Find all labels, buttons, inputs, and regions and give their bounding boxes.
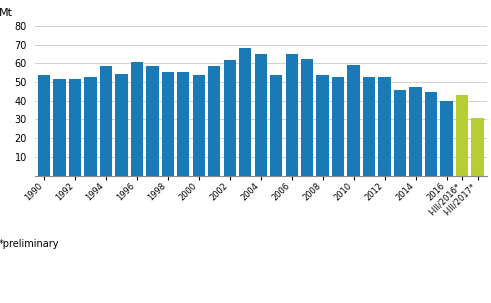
Bar bbox=[379, 77, 391, 176]
Bar bbox=[317, 75, 329, 176]
Bar bbox=[162, 72, 174, 176]
Bar bbox=[69, 79, 81, 176]
Bar bbox=[192, 75, 205, 176]
Bar bbox=[440, 101, 453, 176]
Bar bbox=[239, 48, 251, 176]
Bar bbox=[425, 92, 437, 176]
Bar bbox=[84, 77, 97, 176]
Bar bbox=[348, 65, 360, 176]
Bar bbox=[223, 61, 236, 176]
Bar bbox=[471, 118, 484, 176]
Bar bbox=[38, 75, 50, 176]
Bar bbox=[270, 75, 282, 176]
Bar bbox=[208, 66, 220, 176]
Bar bbox=[100, 66, 112, 176]
Bar bbox=[332, 77, 344, 176]
Bar bbox=[301, 58, 313, 176]
Bar bbox=[394, 89, 406, 176]
Bar bbox=[285, 54, 298, 176]
Text: *preliminary: *preliminary bbox=[0, 239, 59, 249]
Bar bbox=[363, 77, 375, 176]
Bar bbox=[456, 95, 468, 176]
Text: Mt: Mt bbox=[0, 8, 12, 18]
Bar bbox=[409, 87, 422, 176]
Bar bbox=[254, 54, 267, 176]
Bar bbox=[146, 66, 159, 176]
Bar bbox=[131, 62, 143, 176]
Bar bbox=[177, 72, 190, 176]
Bar bbox=[115, 74, 128, 176]
Bar bbox=[53, 79, 66, 176]
